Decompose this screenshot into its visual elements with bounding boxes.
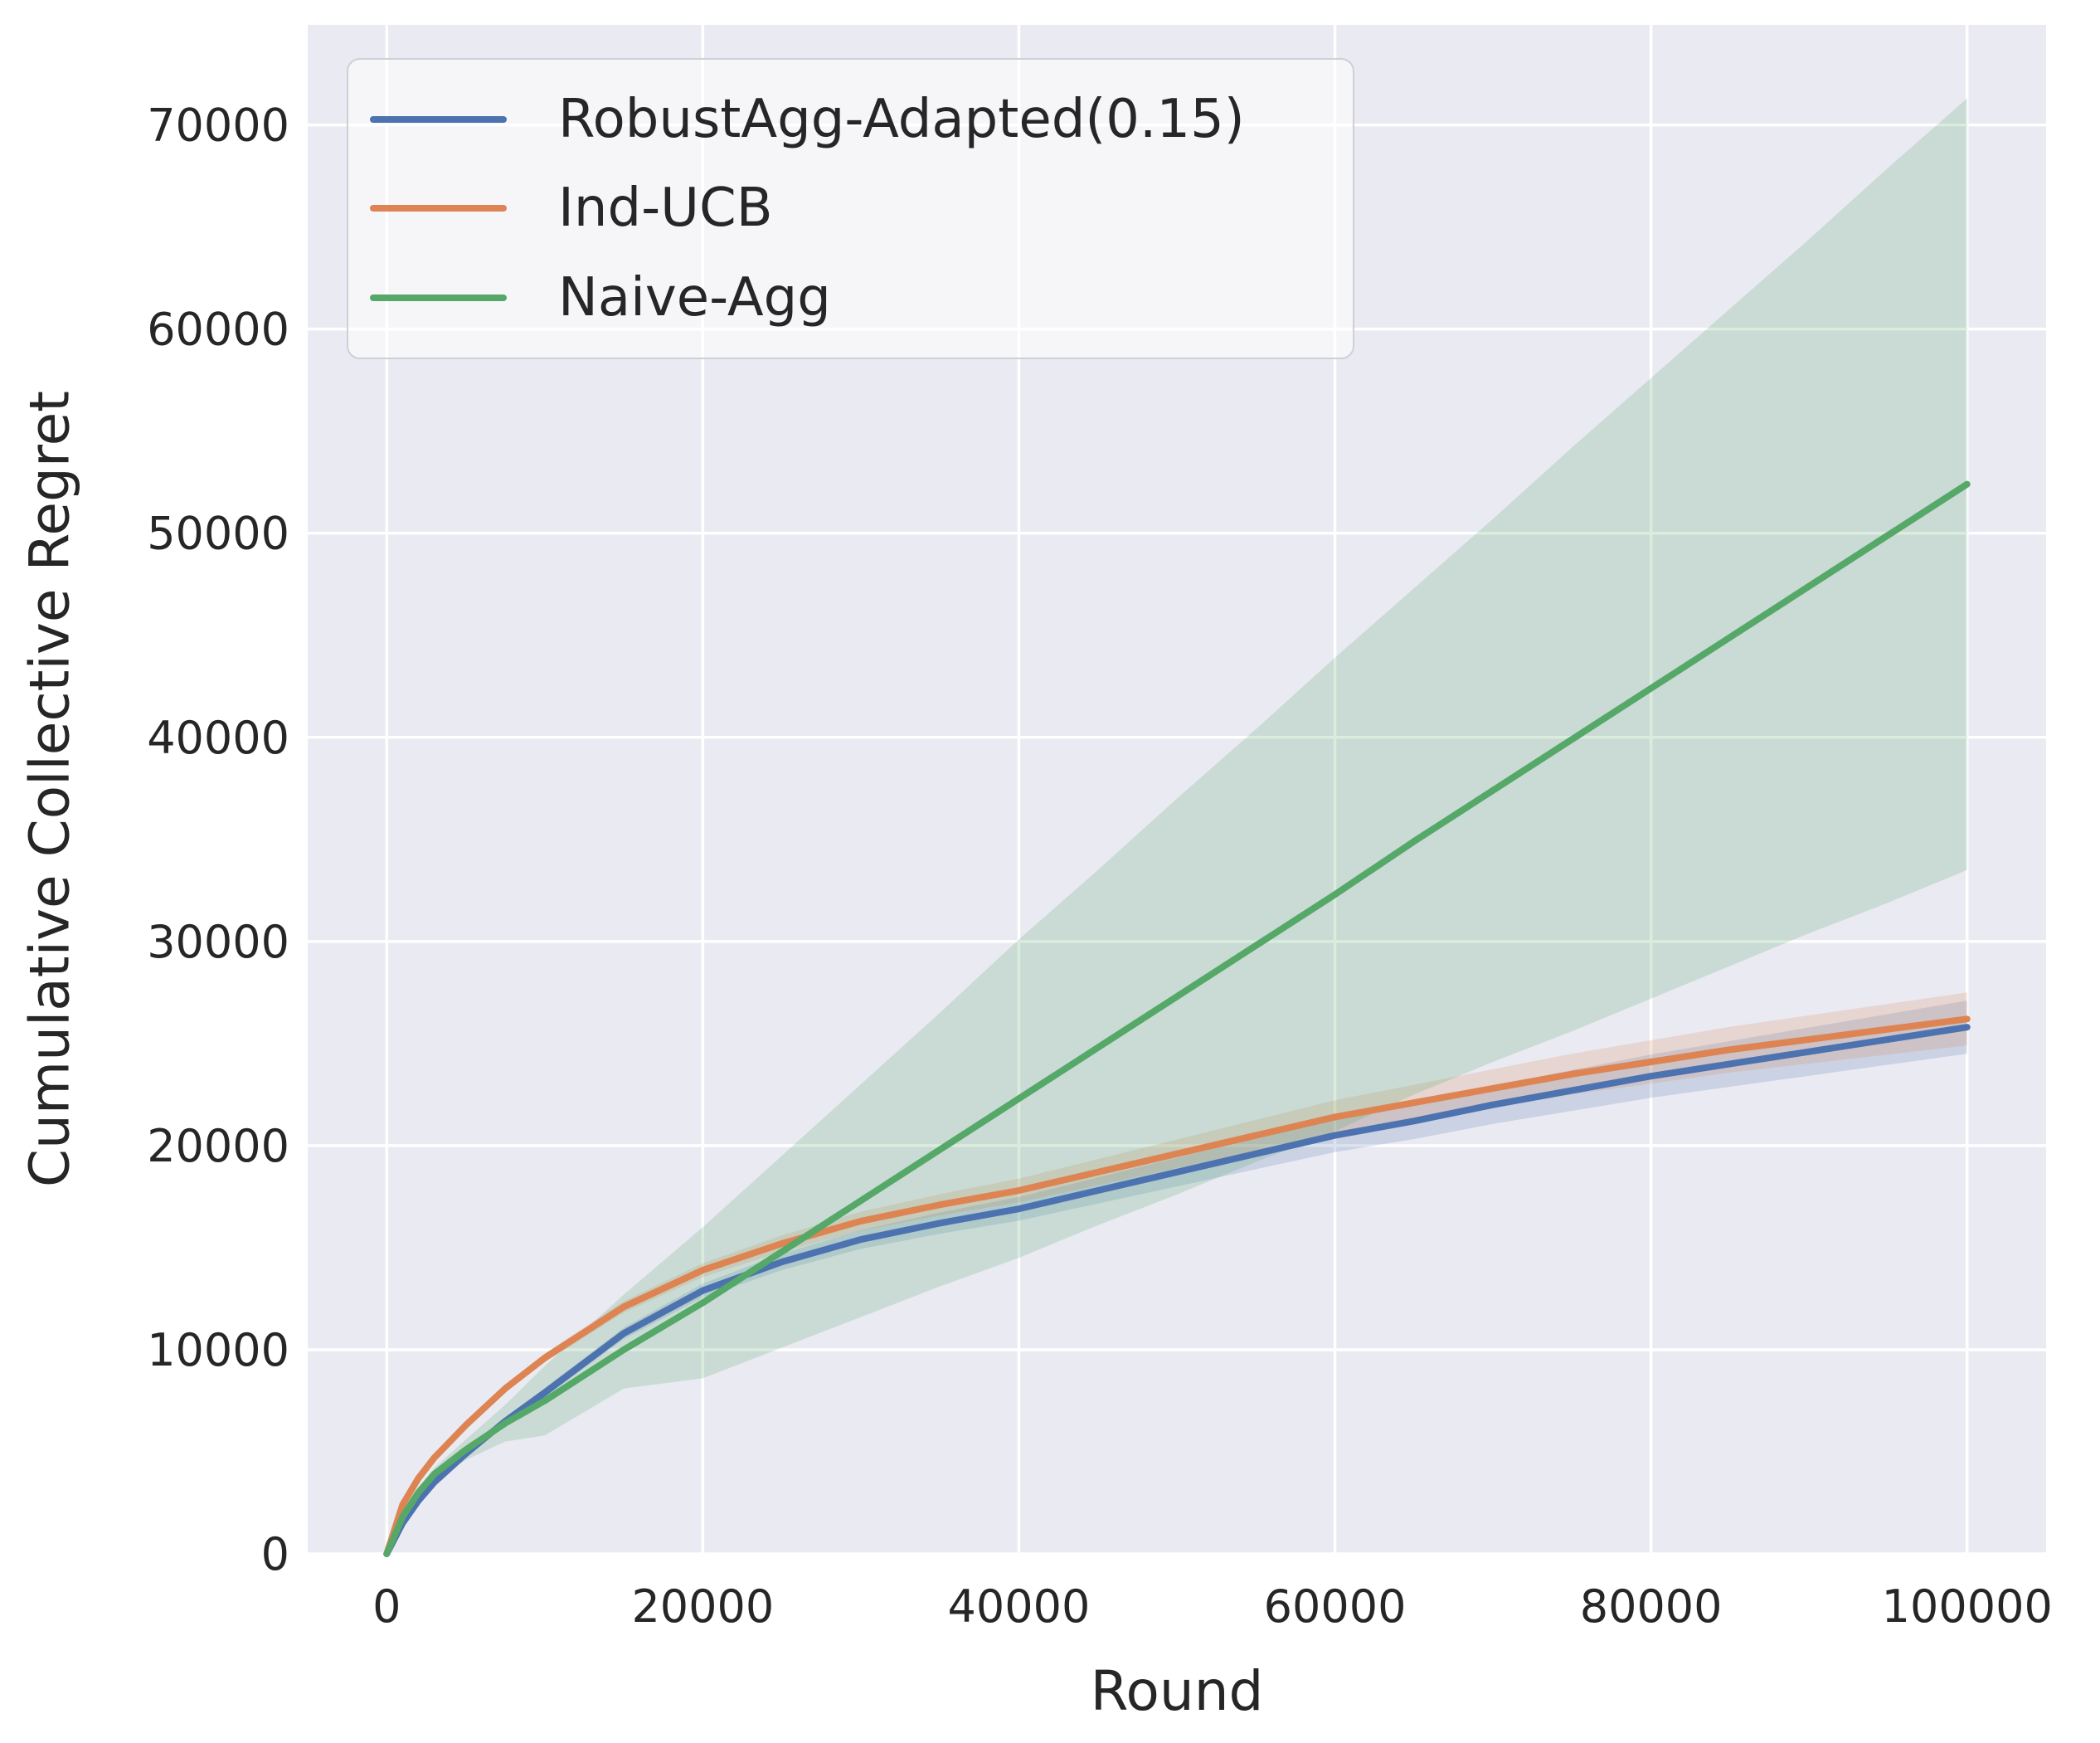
y-tick-label: 10000 (147, 1324, 289, 1376)
legend: RobustAgg-Adapted(0.15) Ind-UCB Naive-Ag… (347, 58, 1354, 359)
legend-label-robustagg: RobustAgg-Adapted(0.15) (558, 88, 1245, 150)
legend-label-ind-ucb: Ind-UCB (558, 178, 773, 240)
y-tick-label: 20000 (147, 1120, 289, 1172)
confidence-band-naive-agg (386, 98, 1967, 1554)
legend-item-naive-agg: Naive-Agg (348, 267, 1353, 329)
x-tick-label: 100000 (1882, 1580, 2053, 1633)
x-tick-label: 80000 (1580, 1580, 1723, 1633)
confidence-band-robustagg-adapted-0-15- (386, 1001, 1967, 1554)
legend-item-robustagg: RobustAgg-Adapted(0.15) (348, 89, 1353, 150)
x-axis-label: Round (1090, 1659, 1264, 1723)
y-tick-label: 30000 (147, 916, 289, 968)
legend-swatch-ind-ucb (370, 205, 507, 212)
x-tick-label: 0 (372, 1580, 401, 1633)
legend-swatch-naive-agg (370, 295, 507, 302)
y-tick-label: 60000 (147, 304, 289, 356)
x-tick-label: 20000 (631, 1580, 774, 1633)
line-ind-ucb (383, 1015, 1971, 1557)
legend-label-naive-agg: Naive-Agg (558, 267, 831, 329)
y-tick-label: 0 (261, 1528, 289, 1580)
line-naive-agg (383, 480, 1971, 1557)
legend-item-ind-ucb: Ind-UCB (348, 178, 1353, 239)
y-tick-label: 50000 (147, 508, 289, 560)
y-axis-label: Cumulative Collective Regret (17, 390, 82, 1188)
y-tick-label: 40000 (147, 712, 289, 764)
x-tick-label: 60000 (1264, 1580, 1407, 1633)
legend-swatch-robustagg (370, 115, 507, 123)
x-tick-label: 40000 (948, 1580, 1091, 1633)
y-tick-label: 70000 (147, 100, 289, 152)
